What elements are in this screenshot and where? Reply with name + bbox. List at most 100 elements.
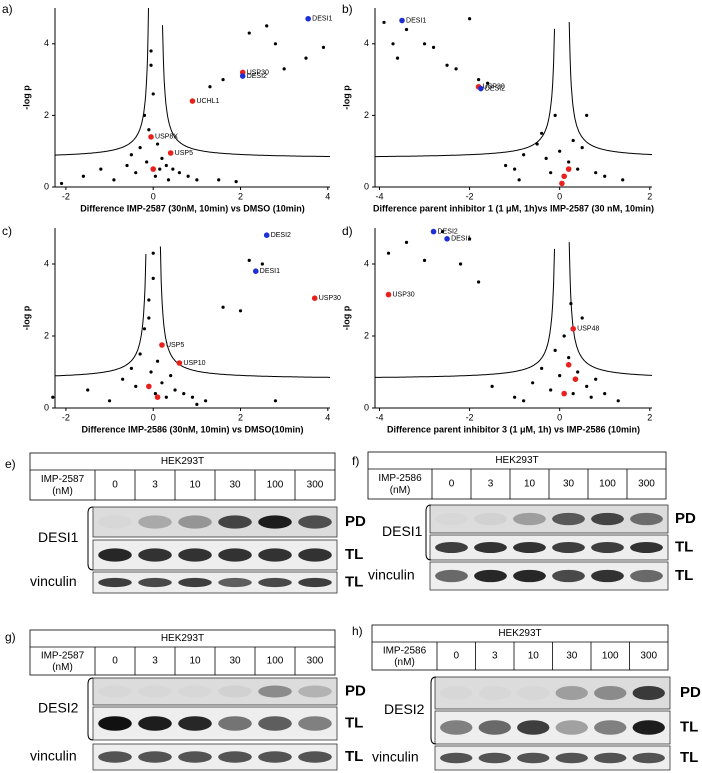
- dose: 10: [189, 656, 201, 667]
- data-point: [621, 178, 625, 182]
- point-label: UCHL1: [197, 98, 220, 105]
- y-tick-label: 4: [44, 258, 49, 268]
- data-point: [164, 395, 168, 399]
- data-point: [404, 240, 409, 244]
- point-label: USP5: [166, 342, 184, 349]
- x-tick-label: -2: [62, 191, 70, 201]
- blot-strip: [434, 676, 671, 710]
- data-point: [440, 230, 445, 234]
- dose: 100: [602, 651, 619, 662]
- target-protein: DESI2: [38, 700, 79, 716]
- dose: 10: [528, 651, 540, 662]
- data-point: [576, 370, 580, 374]
- data-point: [391, 42, 395, 46]
- y-tick-label: 0: [44, 181, 49, 191]
- band: [555, 752, 588, 764]
- point-label: USP5: [175, 150, 193, 157]
- y-axis-label: -log p: [21, 85, 31, 110]
- compound: IMP-2587: [41, 474, 85, 485]
- fraction-label: TL: [345, 546, 363, 563]
- bracket: [87, 506, 94, 571]
- data-point: [154, 394, 161, 401]
- target-protein: DESI2: [384, 701, 425, 717]
- loading-control: vinculin: [372, 749, 419, 765]
- bracket: [430, 676, 437, 745]
- data-point: [549, 388, 553, 392]
- data-point: [304, 56, 308, 60]
- data-point: [107, 399, 112, 403]
- data-point: [169, 374, 173, 378]
- table-border: [29, 629, 336, 676]
- panel-label: d): [342, 224, 353, 238]
- band: [178, 686, 212, 698]
- y-tick-label: 2: [44, 330, 49, 340]
- x-tick-label: 2: [647, 191, 652, 201]
- dose: 300: [307, 480, 324, 491]
- band: [138, 751, 172, 763]
- data-point: [153, 174, 157, 178]
- data-point: [195, 178, 199, 182]
- data-point: [239, 73, 246, 79]
- data-point: [522, 399, 526, 403]
- data-point: [182, 392, 186, 396]
- dose: 0: [449, 479, 455, 490]
- data-point: [59, 181, 64, 186]
- data-point: [234, 180, 238, 184]
- y-tick-label: 2: [364, 330, 369, 340]
- dose: 3: [152, 656, 158, 667]
- band: [258, 515, 292, 529]
- data-point: [558, 374, 562, 378]
- band: [138, 686, 172, 698]
- compound: IMP-2586: [383, 646, 427, 657]
- data-point: [571, 138, 575, 143]
- data-point: [151, 251, 155, 255]
- band: [478, 752, 511, 764]
- data-point: [145, 160, 149, 164]
- data-point: [544, 156, 548, 160]
- data-point: [142, 327, 147, 331]
- cell-line: HEK293T: [161, 633, 204, 644]
- data-point: [81, 174, 85, 178]
- band: [178, 515, 212, 529]
- data-point: [99, 167, 103, 171]
- data-point: [189, 98, 196, 104]
- band: [178, 548, 212, 562]
- threshold-curve: [162, 25, 330, 157]
- data-point: [476, 280, 481, 284]
- data-point: [160, 156, 164, 160]
- data-point: [445, 63, 449, 67]
- panel-label: c): [2, 224, 12, 238]
- band: [591, 512, 624, 526]
- blot-strip: [434, 710, 671, 745]
- band: [298, 548, 332, 562]
- data-point: [142, 113, 147, 117]
- y-axis-label: -log p: [341, 305, 351, 330]
- x-tick-label: -4: [375, 412, 383, 422]
- data-point: [569, 302, 573, 306]
- x-axis-label: Difference IMP-2587 (30nM, 10min) vs DMS…: [80, 203, 305, 213]
- data-point: [572, 376, 579, 383]
- dose: 300: [640, 651, 657, 662]
- band: [478, 720, 511, 735]
- fraction-label: PD: [680, 684, 701, 701]
- band: [552, 542, 585, 553]
- data-point: [51, 395, 55, 399]
- data-point: [252, 268, 259, 275]
- data-point: [238, 309, 243, 313]
- band: [298, 685, 332, 698]
- band: [98, 548, 132, 562]
- band: [298, 751, 332, 763]
- data-point: [153, 392, 157, 396]
- dose: 30: [229, 656, 241, 667]
- x-tick-label: 2: [238, 412, 243, 422]
- band: [555, 685, 588, 701]
- x-tick-label: 2: [647, 412, 652, 422]
- bracket: [425, 504, 432, 561]
- loading-control: vinculin: [30, 573, 77, 589]
- dose: 30: [566, 651, 578, 662]
- band: [517, 720, 550, 735]
- data-point: [603, 174, 607, 178]
- data-point: [263, 232, 270, 238]
- data-point: [190, 395, 195, 399]
- band: [594, 720, 627, 735]
